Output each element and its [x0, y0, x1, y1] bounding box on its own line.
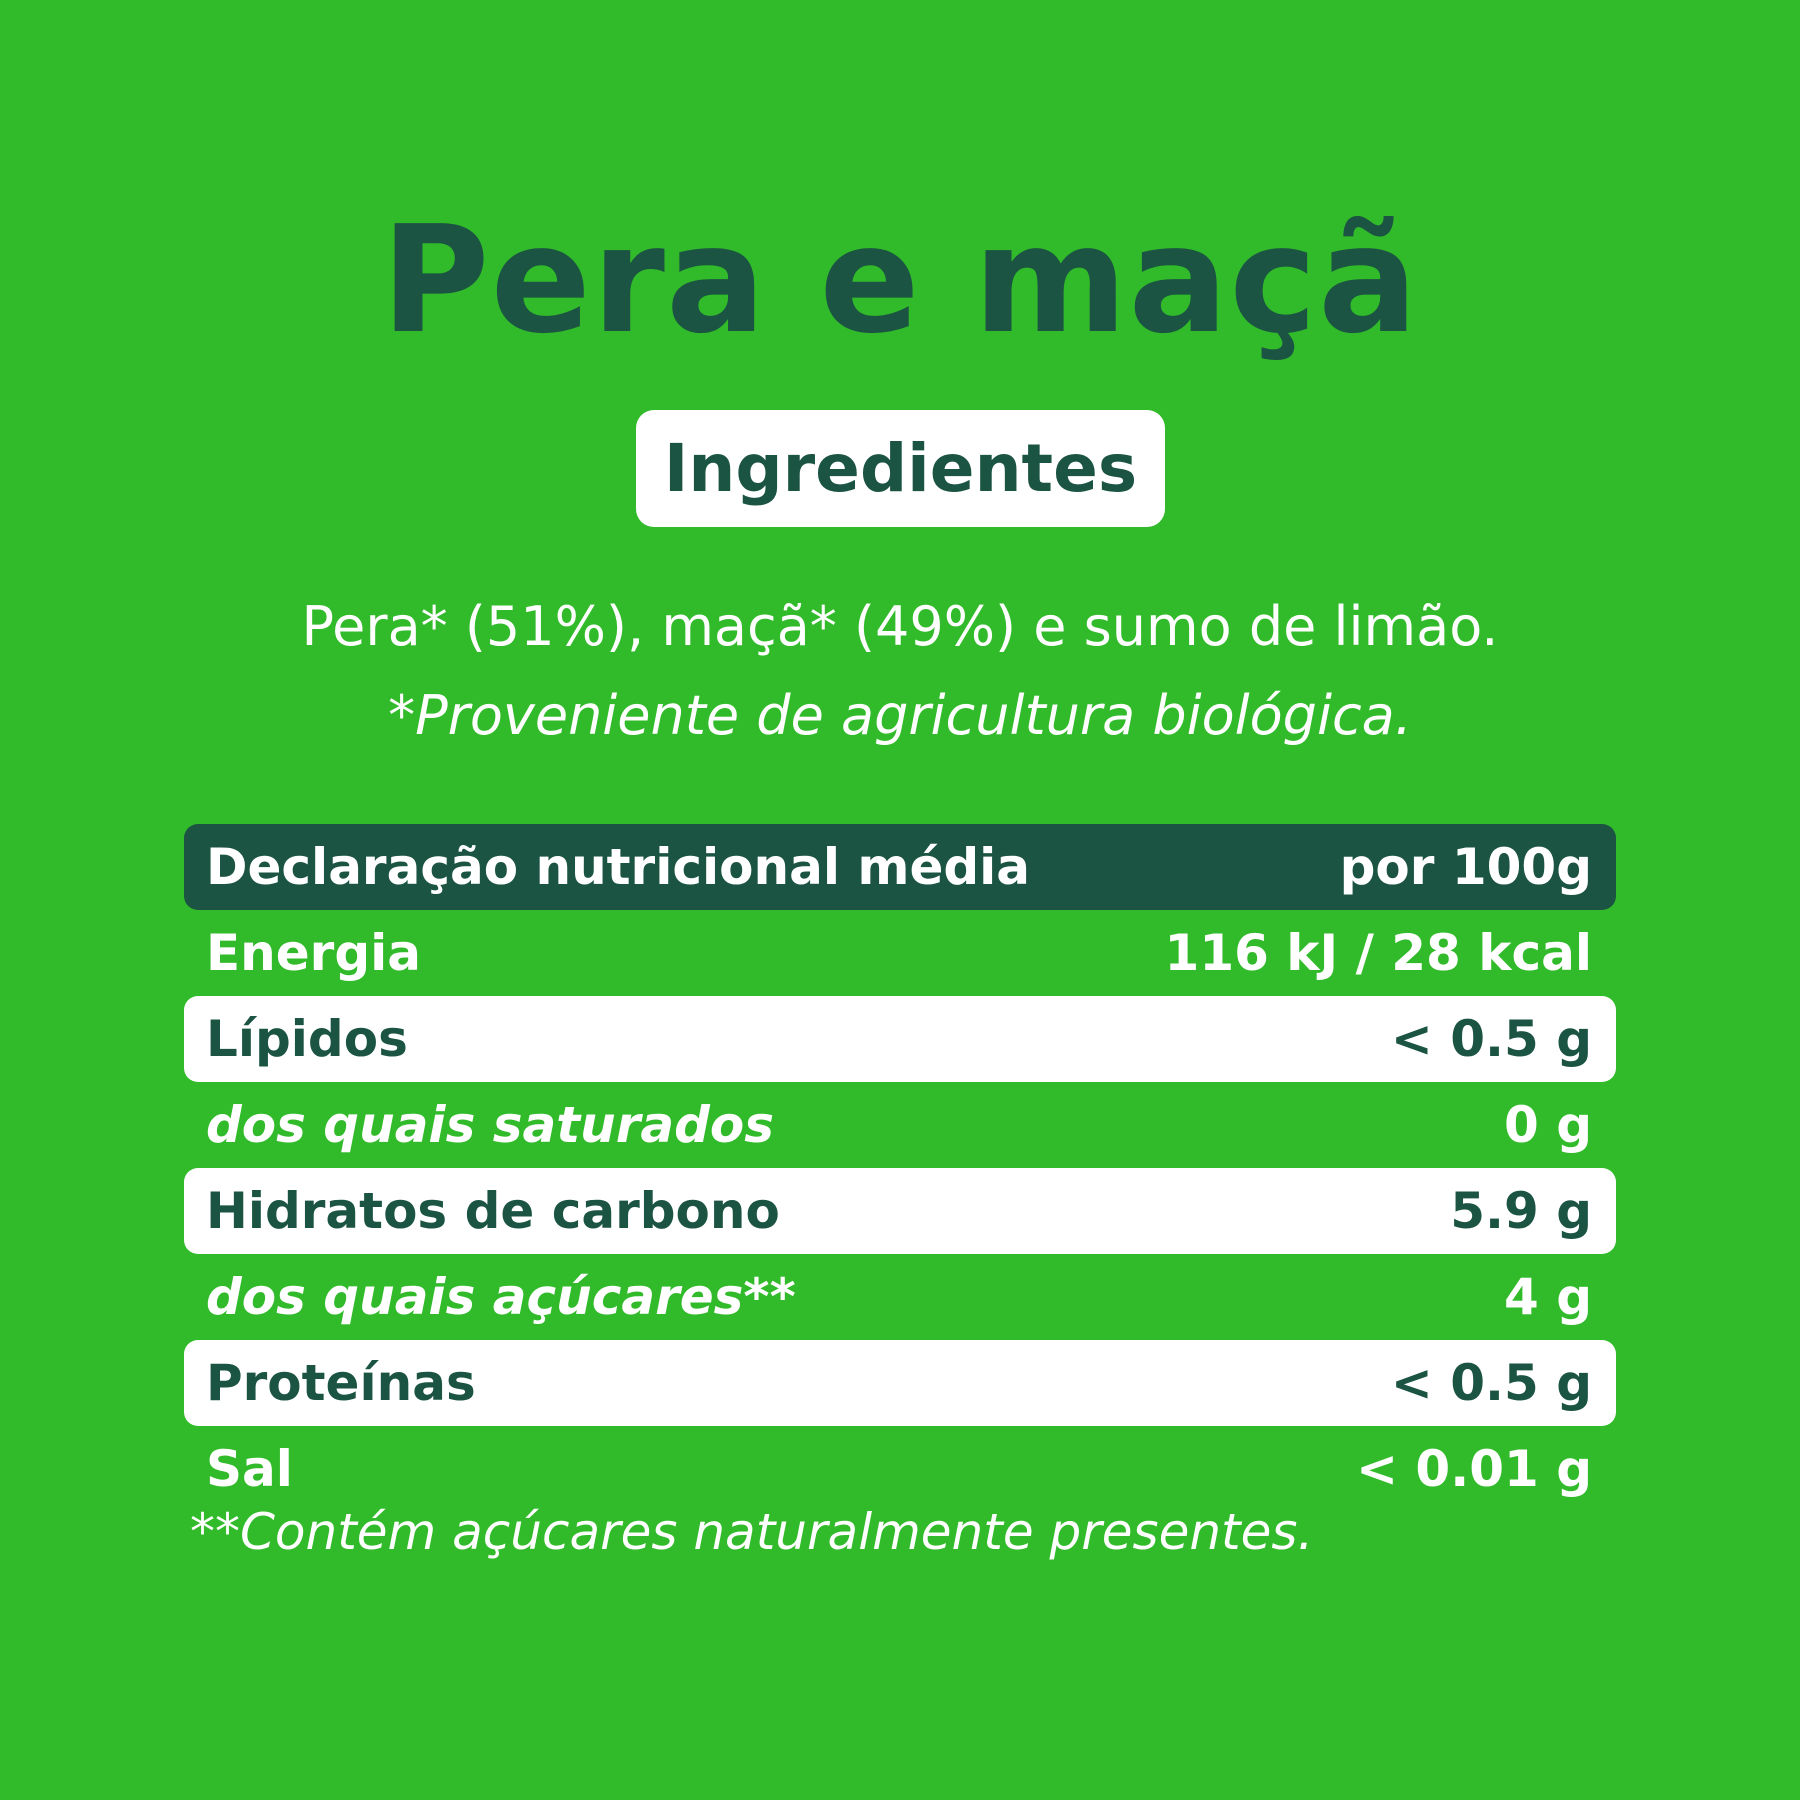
- nutrient-value: 4 g: [1504, 1268, 1592, 1326]
- nutrient-label: Energia: [206, 924, 421, 982]
- sugars-footnote: **Contém açúcares naturalmente presentes…: [190, 1503, 1314, 1561]
- nutrition-row-carbohydrates: Hidratos de carbono 5.9 g: [184, 1168, 1616, 1254]
- nutrition-header-unit: por 100g: [1339, 838, 1592, 896]
- nutrition-row-sugars: dos quais açúcares** 4 g: [184, 1254, 1616, 1340]
- ingredients-heading-badge: Ingredientes: [636, 410, 1165, 527]
- nutrition-row-saturated: dos quais saturados 0 g: [184, 1082, 1616, 1168]
- nutrient-value: < 0.5 g: [1390, 1354, 1592, 1412]
- nutrient-label: Proteínas: [206, 1354, 476, 1412]
- nutrition-table: Declaração nutricional média por 100g En…: [184, 824, 1616, 1512]
- organic-note: *Proveniente de agricultura biológica.: [388, 684, 1412, 747]
- nutrient-value: 116 kJ / 28 kcal: [1164, 924, 1592, 982]
- nutrition-row-proteins: Proteínas < 0.5 g: [184, 1340, 1616, 1426]
- nutrition-row-energy: Energia 116 kJ / 28 kcal: [184, 910, 1616, 996]
- nutrient-value: 5.9 g: [1450, 1182, 1592, 1240]
- nutrition-row-lipids: Lípidos < 0.5 g: [184, 996, 1616, 1082]
- nutrient-label: Sal: [206, 1440, 293, 1498]
- ingredients-heading: Ingredientes: [663, 430, 1138, 507]
- nutrient-label: dos quais açúcares**: [206, 1268, 796, 1326]
- ingredients-text: Pera* (51%), maçã* (49%) e sumo de limão…: [301, 595, 1499, 658]
- nutrition-table-header: Declaração nutricional média por 100g: [184, 824, 1616, 910]
- nutrient-value: < 0.01 g: [1356, 1440, 1592, 1498]
- nutrition-row-salt: Sal < 0.01 g: [184, 1426, 1616, 1512]
- product-title: Pera e maçã: [381, 194, 1419, 366]
- nutrient-label: dos quais saturados: [206, 1096, 775, 1154]
- nutrient-value: 0 g: [1504, 1096, 1592, 1154]
- nutrient-label: Hidratos de carbono: [206, 1182, 780, 1240]
- nutrition-header-label: Declaração nutricional média: [206, 838, 1031, 896]
- nutrient-label: Lípidos: [206, 1010, 408, 1068]
- nutrient-value: < 0.5 g: [1390, 1010, 1592, 1068]
